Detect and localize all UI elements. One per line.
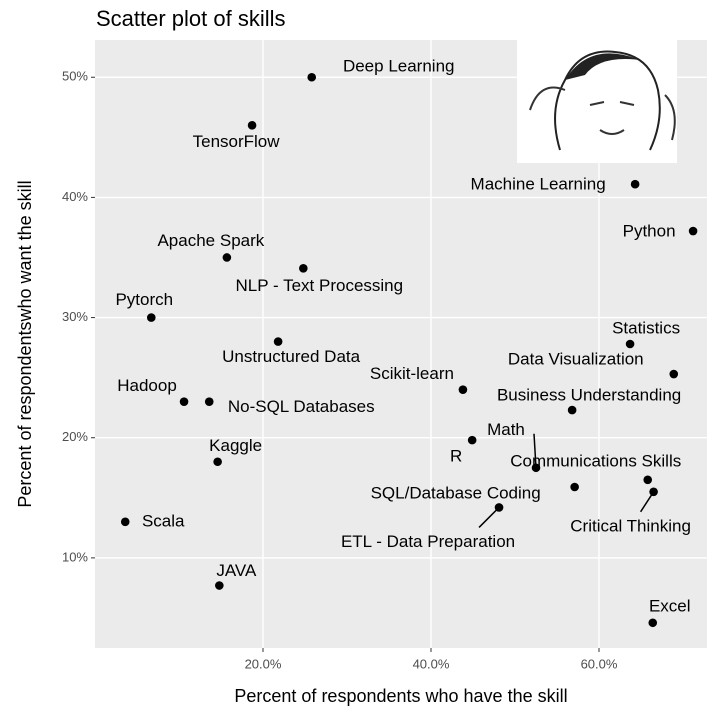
point-label: Data Visualization — [508, 350, 644, 369]
y-tick-label: 50% — [62, 69, 88, 84]
point-label: JAVA — [216, 561, 257, 580]
point-label: Communications Skills — [510, 451, 681, 470]
point — [625, 339, 635, 349]
meme-image — [517, 40, 677, 163]
point-label: NLP - Text Processing — [236, 276, 404, 295]
chart-title: Scatter plot of skills — [96, 6, 286, 31]
point-label: SQL/Database Coding — [371, 483, 541, 502]
point — [179, 397, 189, 406]
leader-line — [478, 506, 500, 528]
point — [120, 517, 130, 527]
point — [630, 179, 640, 189]
point — [146, 313, 156, 322]
point-label: Scala — [142, 511, 185, 530]
y-tick-label: 10% — [62, 549, 88, 564]
y-axis-label: Percent of respondentswho want the skill — [15, 180, 35, 507]
point-label: Business Understanding — [497, 386, 681, 405]
point-label: Hadoop — [117, 376, 177, 395]
y-tick-label: 30% — [62, 309, 88, 324]
point — [458, 385, 468, 394]
point — [273, 337, 283, 346]
point-label: TensorFlow — [193, 132, 281, 151]
point-label: ETL - Data Preparation — [341, 532, 515, 551]
point — [215, 581, 224, 590]
point — [649, 487, 658, 497]
point — [222, 253, 232, 262]
point — [688, 226, 698, 236]
marks: Deep Learning TensorFlow Machine Learning P… — [115, 57, 698, 628]
point-label: Python — [623, 222, 676, 241]
point — [307, 72, 317, 82]
point — [570, 482, 579, 492]
point-label: R — [450, 447, 462, 466]
point — [643, 475, 653, 485]
y-tick-label: 40% — [62, 189, 88, 204]
y-tick-label: 20% — [62, 429, 88, 444]
point — [531, 463, 541, 473]
point — [567, 405, 577, 415]
point-label: No-SQL Databases — [228, 397, 375, 416]
point — [204, 397, 214, 406]
point-label: Machine Learning — [471, 175, 606, 194]
x-tick-label: 60.0% — [581, 656, 618, 671]
point-label: Unstructured Data — [222, 347, 360, 366]
point-label: Math — [487, 420, 525, 439]
x-tick-label: 40.0% — [413, 656, 450, 671]
point-label: Apache Spark — [157, 231, 264, 250]
point-label: Deep Learning — [343, 57, 455, 76]
leader-line — [533, 433, 537, 468]
point-label: Critical Thinking — [570, 516, 691, 535]
point — [494, 503, 504, 512]
point-label: Kaggle — [209, 436, 262, 455]
point — [299, 264, 308, 273]
point — [648, 618, 658, 628]
point-label: Scikit-learn — [370, 364, 454, 383]
point — [213, 457, 222, 467]
point — [467, 435, 477, 445]
point-label: Pytorch — [115, 290, 173, 309]
point-label: Excel — [649, 596, 691, 615]
point — [247, 121, 257, 130]
x-axis-label: Percent of respondents who have the skil… — [234, 686, 567, 706]
x-tick-label: 20.0% — [245, 656, 282, 671]
point-label: Statistics — [612, 318, 680, 337]
point — [669, 369, 679, 379]
